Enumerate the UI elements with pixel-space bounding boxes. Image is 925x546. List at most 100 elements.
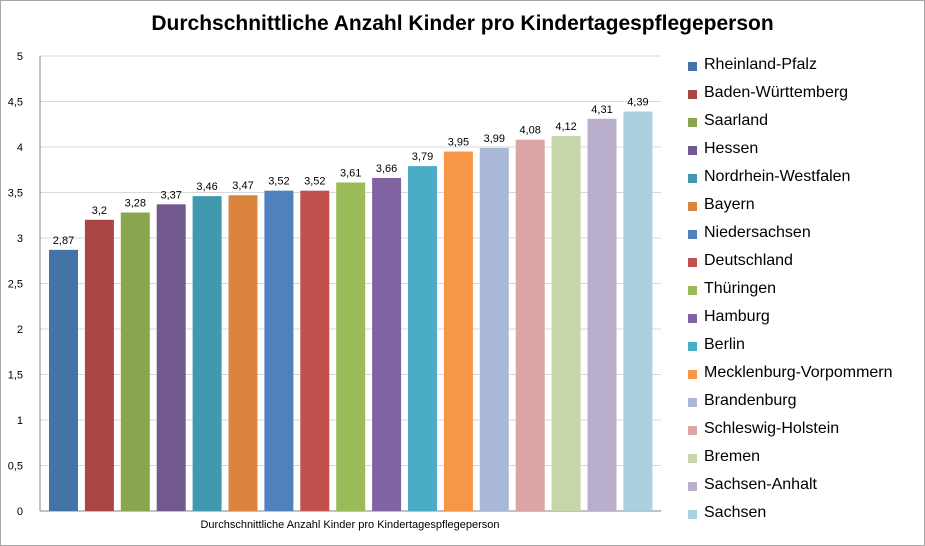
legend-item: Bremen bbox=[688, 448, 920, 476]
legend-swatch bbox=[688, 426, 697, 435]
bar bbox=[264, 190, 294, 511]
legend-label: Hessen bbox=[704, 140, 759, 157]
legend-item: Sachsen-Anhalt bbox=[688, 476, 920, 504]
legend-swatch bbox=[688, 342, 697, 351]
data-label: 4,12 bbox=[555, 121, 576, 133]
data-label: 3,61 bbox=[340, 167, 361, 179]
data-label: 3,47 bbox=[232, 180, 253, 192]
x-axis-label: Durchschnittliche Anzahl Kinder pro Kind… bbox=[200, 519, 500, 531]
bar bbox=[300, 190, 330, 511]
y-tick-label: 2 bbox=[17, 324, 23, 336]
bar bbox=[623, 111, 653, 511]
data-label: 3,79 bbox=[412, 151, 433, 163]
legend-label: Bremen bbox=[704, 448, 761, 465]
data-label: 3,99 bbox=[484, 133, 505, 145]
chart-title: Durchschnittliche Anzahl Kinder pro Kind… bbox=[151, 12, 774, 35]
bar bbox=[515, 139, 545, 511]
legend-item: Deutschland bbox=[688, 252, 920, 280]
y-tick-label: 5 bbox=[17, 51, 23, 63]
data-label: 2,87 bbox=[53, 235, 74, 247]
data-label: 3,46 bbox=[196, 181, 217, 193]
legend-item: Rheinland-Pfalz bbox=[688, 56, 920, 84]
legend-label: Brandenburg bbox=[704, 392, 797, 409]
legend-swatch bbox=[688, 146, 697, 155]
data-label: 3,2 bbox=[92, 205, 107, 217]
data-label: 3,52 bbox=[268, 176, 289, 188]
bar bbox=[49, 249, 78, 511]
bar bbox=[228, 195, 258, 512]
legend-swatch bbox=[688, 230, 697, 239]
bar bbox=[551, 136, 581, 511]
legend-item: Schleswig-Holstein bbox=[688, 420, 920, 448]
legend-item: Thüringen bbox=[688, 280, 920, 308]
legend-label: Saarland bbox=[704, 112, 769, 129]
legend-item: Hessen bbox=[688, 140, 920, 168]
data-label: 3,66 bbox=[376, 163, 397, 175]
data-label: 3,28 bbox=[125, 198, 146, 210]
legend-label: Rheinland-Pfalz bbox=[704, 56, 817, 73]
legend-item: Nordrhein-Westfalen bbox=[688, 168, 920, 196]
data-label: 4,31 bbox=[591, 104, 612, 116]
legend-swatch bbox=[688, 510, 697, 519]
data-label: 3,52 bbox=[304, 176, 325, 188]
bar bbox=[84, 219, 114, 512]
legend-label: Sachsen bbox=[704, 504, 767, 521]
bar bbox=[443, 151, 473, 512]
legend-swatch bbox=[688, 370, 697, 379]
legend-swatch bbox=[688, 202, 697, 211]
data-label: 4,39 bbox=[627, 97, 648, 109]
bar bbox=[156, 204, 186, 511]
legend-swatch bbox=[688, 174, 697, 183]
legend-item: Saarland bbox=[688, 112, 920, 140]
legend-swatch bbox=[688, 398, 697, 407]
legend-swatch bbox=[688, 482, 697, 491]
legend-item: Berlin bbox=[688, 336, 920, 364]
bar bbox=[479, 147, 509, 511]
legend-label: Berlin bbox=[704, 336, 745, 353]
legend-label: Niedersachsen bbox=[704, 224, 811, 241]
bar bbox=[120, 212, 150, 511]
y-tick-label: 4 bbox=[17, 142, 23, 154]
legend-item: Bayern bbox=[688, 196, 920, 224]
bar bbox=[408, 166, 437, 512]
legend-swatch bbox=[688, 118, 697, 127]
y-tick-label: 0 bbox=[17, 506, 23, 518]
legend-label: Schleswig-Holstein bbox=[704, 420, 840, 437]
legend-label: Baden-Württemberg bbox=[704, 84, 849, 101]
bar bbox=[192, 196, 222, 511]
legend-swatch bbox=[688, 454, 697, 463]
bar bbox=[587, 118, 617, 511]
legend-item: Sachsen bbox=[688, 504, 920, 532]
legend-label: Hamburg bbox=[704, 308, 770, 325]
legend-item: Niedersachsen bbox=[688, 224, 920, 252]
legend-label: Nordrhein-Westfalen bbox=[704, 168, 851, 185]
legend-swatch bbox=[688, 286, 697, 295]
y-tick-label: 3,5 bbox=[8, 188, 23, 200]
y-tick-label: 0,5 bbox=[8, 461, 23, 473]
y-tick-label: 1 bbox=[17, 415, 23, 427]
legend-swatch bbox=[688, 258, 697, 267]
legend-swatch bbox=[688, 314, 697, 323]
legend-label: Mecklenburg-Vorpommern bbox=[704, 364, 893, 381]
y-tick-label: 2,5 bbox=[8, 279, 23, 291]
y-tick-label: 3 bbox=[17, 233, 23, 245]
legend-label: Thüringen bbox=[704, 280, 777, 297]
legend-swatch bbox=[688, 90, 697, 99]
data-label: 4,08 bbox=[519, 125, 540, 137]
legend-label: Bayern bbox=[704, 196, 755, 213]
bar bbox=[372, 177, 402, 511]
legend: Rheinland-Pfalz Baden-Württemberg Saarland… bbox=[688, 56, 920, 532]
y-tick-label: 1,5 bbox=[8, 370, 23, 382]
legend-item: Baden-Württemberg bbox=[688, 84, 920, 112]
bar bbox=[336, 182, 366, 512]
legend-swatch bbox=[688, 62, 697, 71]
legend-item: Brandenburg bbox=[688, 392, 920, 420]
legend-label: Deutschland bbox=[704, 252, 793, 269]
data-label: 3,37 bbox=[160, 189, 181, 201]
y-tick-label: 4,5 bbox=[8, 97, 23, 109]
legend-item: Hamburg bbox=[688, 308, 920, 336]
legend-label: Sachsen-Anhalt bbox=[704, 476, 817, 493]
data-label: 3,95 bbox=[448, 137, 469, 149]
legend-item: Mecklenburg-Vorpommern bbox=[688, 364, 920, 392]
